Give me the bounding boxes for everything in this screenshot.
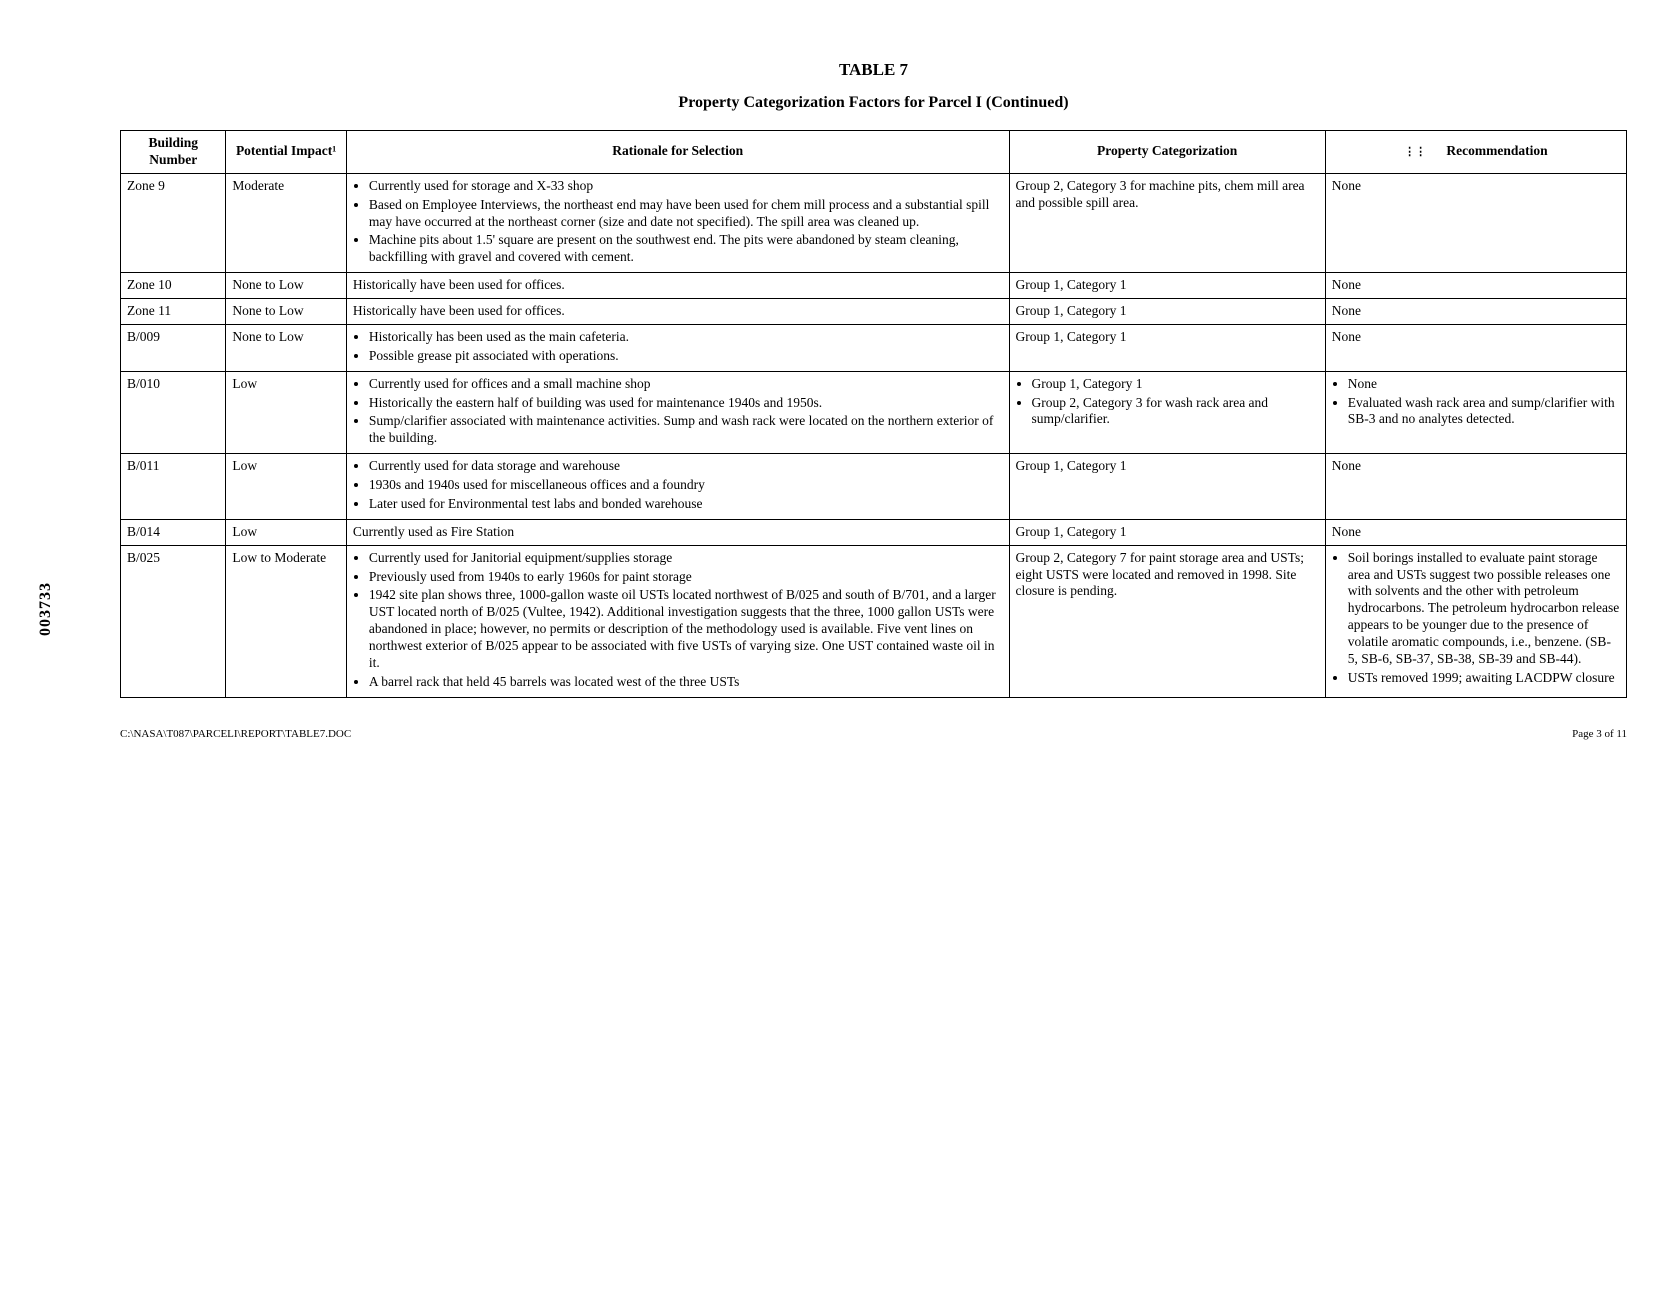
table-cell: None [1325,519,1626,545]
table-cell: None to Low [226,273,346,299]
table-header-row: Building Number Potential Impact¹ Ration… [121,131,1627,174]
table-cell: None [1325,454,1626,520]
table-cell: NoneEvaluated wash rack area and sump/cl… [1325,371,1626,454]
table-cell: Group 1, Category 1 [1009,454,1325,520]
table-row: B/010LowCurrently used for offices and a… [121,371,1627,454]
table-cell: Historically have been used for offices. [346,299,1009,325]
table-row: B/025Low to ModerateCurrently used for J… [121,545,1627,697]
table-title: TABLE 7 [120,60,1627,80]
table-cell: None [1325,273,1626,299]
table-cell: None [1325,299,1626,325]
table-row: Zone 10None to LowHistorically have been… [121,273,1627,299]
table-cell: B/014 [121,519,226,545]
table-cell: Soil borings installed to evaluate paint… [1325,545,1626,697]
table-cell: B/011 [121,454,226,520]
table-cell: None to Low [226,299,346,325]
table-cell: Group 1, Category 1 [1009,273,1325,299]
table-cell: Historically has been used as the main c… [346,324,1009,371]
table-subtitle: Property Categorization Factors for Parc… [120,94,1627,112]
table-cell: Currently used for storage and X-33 shop… [346,173,1009,272]
table-body: Zone 9ModerateCurrently used for storage… [121,173,1627,697]
table-cell: Zone 10 [121,273,226,299]
col-category: Property Categorization [1009,131,1325,174]
table-cell: Currently used for Janitorial equipment/… [346,545,1009,697]
table-row: B/009None to LowHistorically has been us… [121,324,1627,371]
table-cell: Moderate [226,173,346,272]
col-impact: Potential Impact¹ [226,131,346,174]
table-cell: Historically have been used for offices. [346,273,1009,299]
table-cell: Currently used as Fire Station [346,519,1009,545]
table-cell: Currently used for offices and a small m… [346,371,1009,454]
col-reco: ⋮⋮ Recommendation [1325,131,1626,174]
table-cell: B/025 [121,545,226,697]
table-cell: B/009 [121,324,226,371]
footer-path: C:\NASA\T087\PARCELI\REPORT\TABLE7.DOC [120,728,351,740]
table-row: Zone 11None to LowHistorically have been… [121,299,1627,325]
table-cell: None [1325,324,1626,371]
table-row: Zone 9ModerateCurrently used for storage… [121,173,1627,272]
table-cell: Group 1, Category 1 [1009,519,1325,545]
table-cell: Low [226,454,346,520]
table-cell: Group 1, Category 1Group 2, Category 3 f… [1009,371,1325,454]
data-table: Building Number Potential Impact¹ Ration… [120,130,1627,698]
table-cell: Zone 11 [121,299,226,325]
page-side-id: 003733 [37,582,55,636]
table-cell: None [1325,173,1626,272]
table-row: B/011LowCurrently used for data storage … [121,454,1627,520]
table-row: B/014LowCurrently used as Fire StationGr… [121,519,1627,545]
table-cell: Low [226,519,346,545]
table-cell: Low [226,371,346,454]
table-cell: B/010 [121,371,226,454]
table-cell: Group 1, Category 1 [1009,324,1325,371]
table-cell: Low to Moderate [226,545,346,697]
footer-page: Page 3 of 11 [1572,728,1627,740]
table-cell: Zone 9 [121,173,226,272]
col-rationale: Rationale for Selection [346,131,1009,174]
page-footer: C:\NASA\T087\PARCELI\REPORT\TABLE7.DOC P… [120,728,1627,740]
table-cell: Group 2, Category 7 for paint storage ar… [1009,545,1325,697]
table-cell: Group 2, Category 3 for machine pits, ch… [1009,173,1325,272]
table-cell: Currently used for data storage and ware… [346,454,1009,520]
table-cell: Group 1, Category 1 [1009,299,1325,325]
table-cell: None to Low [226,324,346,371]
col-building: Building Number [121,131,226,174]
